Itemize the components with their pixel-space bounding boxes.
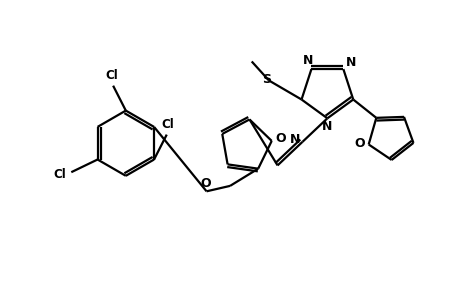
Text: O: O bbox=[354, 137, 364, 150]
Text: O: O bbox=[274, 132, 285, 145]
Text: N: N bbox=[289, 133, 299, 146]
Text: Cl: Cl bbox=[106, 69, 118, 82]
Text: N: N bbox=[302, 54, 312, 67]
Text: Cl: Cl bbox=[54, 168, 66, 181]
Text: O: O bbox=[200, 177, 211, 190]
Text: Cl: Cl bbox=[161, 118, 174, 131]
Text: S: S bbox=[262, 73, 270, 86]
Text: N: N bbox=[346, 56, 356, 69]
Text: N: N bbox=[321, 120, 332, 134]
